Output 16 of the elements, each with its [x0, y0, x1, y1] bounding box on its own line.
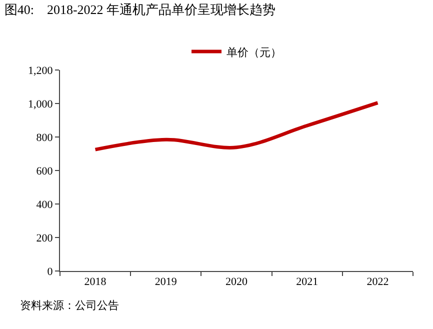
x-tick-label: 2019 — [154, 276, 178, 288]
line-series — [94, 101, 380, 152]
chart-title: 图40: 2018-2022 年通机产品单价呈现增长趋势 — [4, 2, 276, 18]
y-tick-label: 0 — [47, 266, 54, 278]
y-tick-label: 400 — [36, 198, 54, 211]
x-tick-label: 2022 — [366, 276, 389, 288]
y-tick-label: 1,000 — [28, 98, 54, 110]
y-tick-label: 600 — [36, 165, 54, 178]
y-tick-label: 800 — [36, 132, 54, 144]
text: 资料来源：公司公告 — [20, 299, 119, 312]
y-tick-label: 200 — [36, 232, 54, 244]
x-tick-label: 2021 — [296, 276, 318, 288]
x-tick-label: 2020 — [226, 276, 248, 288]
y-tick-label: 1,200 — [28, 64, 54, 77]
x-tick-label: 2018 — [84, 276, 107, 288]
legend-label: 单价（元） — [226, 46, 282, 59]
